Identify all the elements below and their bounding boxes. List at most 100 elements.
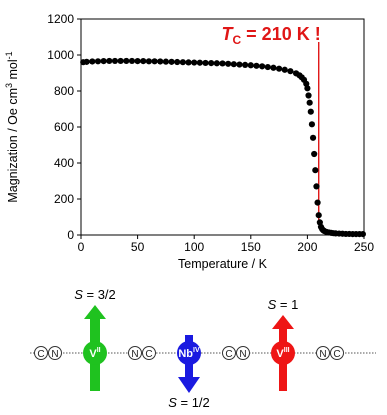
x-tick-label: 200 [297, 240, 317, 254]
metal-center: VII S = 3/2 [74, 287, 116, 391]
magnetization-chart: 0 50 100 150 200 250 0 200 400 600 800 1000 1200 Temp… [4, 12, 374, 271]
atom-circle [34, 346, 48, 360]
data-point [219, 60, 226, 67]
data-point [117, 57, 124, 65]
x-tick-label: 0 [78, 240, 85, 254]
atom-circle [142, 346, 156, 360]
data-point [94, 58, 102, 65]
data-point [162, 58, 169, 65]
atom-label: N [319, 349, 326, 360]
atom-label: C [145, 349, 152, 360]
data-point [312, 167, 319, 174]
data-point [309, 134, 317, 141]
data-point [247, 62, 254, 69]
y-axis-label-mid: mol [6, 59, 20, 83]
data-point [314, 199, 321, 206]
y-tick-label: 800 [54, 84, 74, 98]
spin-up-arrow-icon [84, 305, 106, 319]
spin-label: S = 1/2 [168, 395, 210, 410]
spin-up-arrow-icon [272, 315, 294, 329]
data-point [83, 58, 90, 65]
spin-label: S = 3/2 [74, 287, 116, 302]
tc-annotation: TC = 210 K ! [222, 24, 321, 47]
metal-label: NbIV [178, 347, 200, 360]
data-point [311, 150, 318, 158]
data-point [287, 68, 294, 75]
data-point [185, 59, 192, 66]
data-point [270, 64, 277, 71]
data-point [313, 183, 320, 190]
atom-label: N [131, 349, 138, 360]
y-axis-label-exp: 3 [4, 83, 14, 88]
metal-label: VIII [276, 347, 289, 360]
metal-circle [271, 341, 295, 365]
data-point [305, 92, 312, 99]
data-point [111, 57, 119, 65]
data-point [315, 212, 322, 219]
data-point [151, 58, 158, 65]
data-point [264, 63, 271, 71]
atom-circle [236, 346, 250, 360]
plot-frame [80, 18, 365, 236]
x-tick-label: 250 [354, 240, 374, 254]
data-point [106, 57, 113, 65]
data-point [236, 61, 243, 68]
data-point [123, 57, 130, 65]
data-point [307, 108, 314, 115]
data-point [134, 58, 141, 65]
data-point [191, 59, 198, 66]
data-point [242, 61, 249, 68]
y-tick-label: 0 [67, 228, 74, 242]
atom-label: N [239, 349, 246, 360]
data-point [230, 61, 237, 68]
data-point [174, 58, 181, 66]
y-tick-label: 1000 [47, 48, 74, 62]
atom-label: N [51, 349, 58, 360]
data-point [202, 59, 209, 67]
data-point [253, 62, 260, 69]
metal-circle [177, 341, 201, 365]
data-point [281, 66, 288, 73]
data-point [359, 231, 366, 238]
x-axis-label: Temperature / K [178, 257, 268, 271]
metal-center: NbIV S = 1/2 [168, 335, 210, 410]
data-point [140, 58, 147, 65]
x-tick-label: 100 [184, 240, 204, 254]
data-point [179, 59, 186, 66]
y-tick-label: 200 [54, 192, 74, 206]
y-tick-label: 1200 [47, 12, 74, 26]
metal-circle [83, 341, 107, 365]
x-tick-label: 150 [241, 240, 261, 254]
y-axis-label-exp: -1 [4, 51, 14, 59]
y-axis-label: Magnization / Oe cm3 mol-1 [4, 51, 20, 202]
metal-center: VIII S = 1 [268, 297, 298, 391]
atom-label: C [37, 349, 44, 360]
atom-circle [316, 346, 330, 360]
data-point [259, 63, 266, 70]
y-tick-label: 400 [54, 156, 74, 170]
data-point [276, 65, 283, 72]
metal-label: VII [89, 347, 100, 360]
data-point [308, 121, 316, 128]
x-tick-label: 50 [131, 240, 145, 254]
data-point [100, 58, 107, 65]
atom-circle [222, 346, 236, 360]
atom-circle [330, 346, 344, 360]
y-axis-label-main: Magnization / Oe cm [6, 88, 20, 203]
data-point [196, 59, 203, 66]
data-point [89, 58, 96, 65]
atom-label: C [225, 349, 232, 360]
atom-label: C [333, 349, 340, 360]
data-point [213, 60, 220, 67]
data-point [306, 99, 313, 106]
data-point [304, 85, 311, 92]
data-point [225, 60, 232, 67]
data-point [157, 58, 164, 65]
atom-circle [128, 346, 142, 360]
